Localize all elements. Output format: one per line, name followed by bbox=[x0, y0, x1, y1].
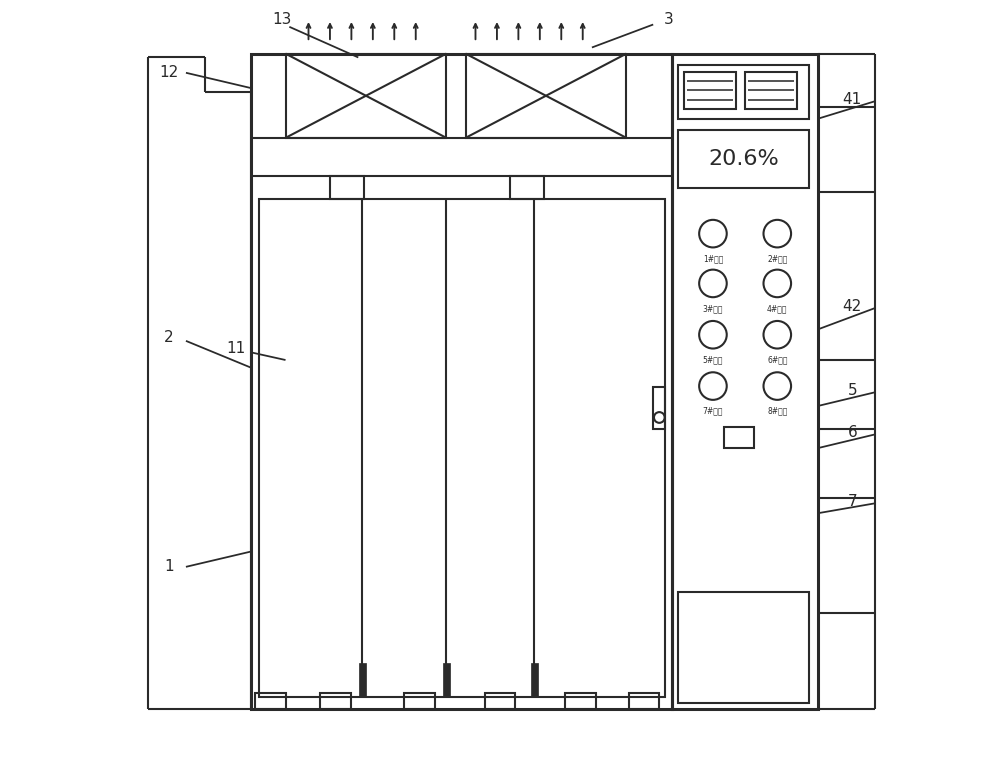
Bar bbox=[466, 54, 626, 138]
Text: 8#氧瓶: 8#氧瓶 bbox=[767, 407, 787, 416]
Bar bbox=[443, 663, 450, 697]
Text: 6: 6 bbox=[847, 425, 857, 440]
Text: 3: 3 bbox=[664, 11, 673, 27]
Bar bbox=[678, 592, 809, 703]
Text: 2#氧瓶: 2#氧瓶 bbox=[767, 254, 787, 264]
Bar bbox=[330, 176, 364, 199]
Text: 1#氧瓶: 1#氧瓶 bbox=[703, 254, 723, 264]
Text: 41: 41 bbox=[843, 92, 862, 107]
Bar bbox=[255, 693, 286, 709]
Text: 2: 2 bbox=[164, 329, 174, 345]
Bar bbox=[259, 199, 665, 697]
Text: 13: 13 bbox=[272, 11, 291, 27]
Text: 3#氧瓶: 3#氧瓶 bbox=[703, 304, 723, 313]
Bar bbox=[629, 693, 659, 709]
Text: 5: 5 bbox=[848, 383, 857, 398]
Bar bbox=[510, 176, 544, 199]
Bar bbox=[404, 693, 435, 709]
Bar bbox=[678, 130, 809, 188]
Bar bbox=[531, 663, 538, 697]
Bar bbox=[745, 72, 797, 109]
Text: 7: 7 bbox=[848, 494, 857, 509]
Text: 5#氧瓶: 5#氧瓶 bbox=[703, 355, 723, 365]
Bar bbox=[251, 54, 672, 709]
Bar bbox=[286, 54, 446, 138]
Text: 12: 12 bbox=[159, 65, 179, 80]
Bar bbox=[653, 387, 665, 429]
Text: 20.6%: 20.6% bbox=[708, 149, 779, 169]
Bar bbox=[320, 693, 351, 709]
Text: 11: 11 bbox=[226, 341, 245, 356]
Bar bbox=[684, 72, 736, 109]
Bar bbox=[672, 54, 818, 709]
Bar bbox=[565, 693, 596, 709]
Bar bbox=[724, 427, 754, 448]
Bar bbox=[678, 65, 809, 119]
Text: 1: 1 bbox=[164, 559, 174, 574]
Bar bbox=[485, 693, 515, 709]
Bar bbox=[359, 663, 366, 697]
Text: 6#氧瓶: 6#氧瓶 bbox=[767, 355, 788, 365]
Text: 42: 42 bbox=[843, 299, 862, 314]
Text: 4#氧瓶: 4#氧瓶 bbox=[767, 304, 788, 313]
Text: 7#氧瓶: 7#氧瓶 bbox=[703, 407, 723, 416]
